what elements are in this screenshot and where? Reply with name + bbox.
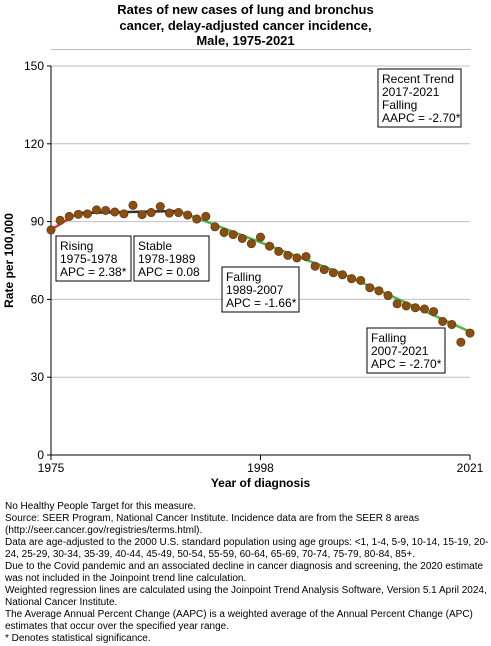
segment-annotation-2-text: Stable bbox=[138, 239, 172, 253]
data-point bbox=[310, 261, 320, 271]
segment-annotation-2-text: APC = 0.08 bbox=[138, 265, 200, 279]
data-point bbox=[365, 283, 375, 293]
data-point bbox=[210, 222, 220, 232]
data-point bbox=[465, 328, 475, 338]
chart-title-line-2: cancer, delay-adjusted cancer incidence, bbox=[119, 17, 372, 33]
chart-plot: 0 30 60 90 120 150 1975 1998 2021 Year of diagnos… bbox=[2, 59, 484, 490]
data-point bbox=[447, 320, 457, 330]
segment-annotation-2-text: 1978-1989 bbox=[138, 252, 196, 266]
data-point bbox=[192, 214, 202, 224]
data-point bbox=[164, 208, 174, 218]
segment-annotation-3-box bbox=[221, 266, 300, 313]
note-line: No Healthy People Target for this measur… bbox=[5, 501, 197, 512]
data-point bbox=[456, 337, 466, 347]
data-point bbox=[101, 205, 111, 215]
data-point bbox=[410, 303, 420, 313]
chart-title-line-1: Rates of new cases of lung and bronchus bbox=[117, 2, 374, 17]
data-point bbox=[419, 304, 429, 314]
data-point bbox=[64, 211, 74, 221]
segment-annotation-4-text: APC = -2.70* bbox=[371, 357, 442, 371]
segment-annotation-1-text: Rising bbox=[60, 239, 93, 253]
data-point bbox=[228, 230, 238, 240]
data-point bbox=[274, 246, 284, 256]
title-divider bbox=[51, 49, 471, 50]
x-axis-title: Year of diagnosis bbox=[211, 476, 311, 490]
data-point bbox=[82, 209, 92, 219]
data-point bbox=[292, 253, 302, 263]
y-tick-label: 90 bbox=[31, 215, 45, 229]
data-point bbox=[392, 299, 402, 309]
segment-annotation-2-box bbox=[133, 235, 210, 282]
recent-trend-annotation-text: 2017-2021 bbox=[382, 85, 440, 99]
segment-annotation-3-text: 1989-2007 bbox=[226, 283, 284, 297]
trend-line-segment-1 bbox=[50, 211, 79, 231]
data-point bbox=[283, 250, 293, 260]
segment-annotation-3-text: APC = -1.66* bbox=[226, 296, 297, 310]
data-point bbox=[174, 208, 184, 218]
chart-title: Rates of new cases of lung and bronchus … bbox=[0, 2, 491, 49]
data-point bbox=[401, 301, 411, 311]
chart-title-line-3: Male, 1975-2021 bbox=[196, 33, 295, 48]
data-point bbox=[347, 274, 357, 284]
data-point bbox=[46, 225, 56, 235]
x-tick-label: 2021 bbox=[457, 461, 484, 475]
note-line: * Denotes statistical significance. bbox=[5, 633, 151, 644]
data-point bbox=[55, 215, 65, 225]
y-axis-title: Rate per 100,000 bbox=[2, 213, 16, 308]
segment-annotation-1-text: 1975-1978 bbox=[60, 252, 118, 266]
segment-annotation-3-text: Falling bbox=[226, 270, 261, 284]
data-point bbox=[374, 286, 384, 296]
data-point bbox=[110, 207, 120, 217]
note-line: Data are age-adjusted to the 2000 U.S. s… bbox=[5, 537, 489, 560]
data-point bbox=[146, 208, 156, 218]
note-line: Due to the Covid pandemic and an associa… bbox=[5, 561, 484, 584]
y-tick-label: 120 bbox=[24, 137, 44, 151]
y-tick-label: 150 bbox=[24, 59, 44, 73]
data-point bbox=[201, 211, 211, 221]
chart-notes: No Healthy People Target for this measur… bbox=[5, 501, 489, 645]
data-point bbox=[328, 268, 338, 278]
data-point bbox=[183, 210, 193, 220]
data-point bbox=[383, 291, 393, 301]
x-tick-label: 1975 bbox=[38, 461, 65, 475]
data-point bbox=[356, 275, 366, 285]
data-point bbox=[73, 209, 83, 219]
data-point bbox=[246, 239, 256, 249]
segment-annotation-1-text: APC = 2.38* bbox=[60, 265, 127, 279]
recent-trend-annotation-text: Falling bbox=[382, 98, 417, 112]
data-point bbox=[429, 307, 439, 317]
segment-annotation-4-box bbox=[366, 327, 446, 374]
data-point bbox=[128, 200, 138, 210]
data-point bbox=[219, 227, 229, 237]
data-point bbox=[119, 209, 129, 219]
y-tick-label: 30 bbox=[31, 370, 45, 384]
y-tick-label: 60 bbox=[31, 292, 45, 306]
recent-trend-annotation-text: Recent Trend bbox=[382, 72, 454, 86]
x-tick-label: 1998 bbox=[247, 461, 274, 475]
data-point bbox=[137, 210, 147, 220]
segment-annotation-4-text: 2007-2021 bbox=[371, 344, 429, 358]
data-point bbox=[265, 241, 275, 251]
data-point bbox=[237, 233, 247, 243]
y-tick-label: 0 bbox=[37, 448, 44, 462]
data-point bbox=[255, 232, 265, 242]
data-point bbox=[92, 205, 102, 215]
recent-trend-annotation-box bbox=[377, 68, 462, 128]
data-point bbox=[319, 265, 329, 275]
data-point bbox=[337, 270, 347, 280]
note-line: The Average Annual Percent Change (AAPC)… bbox=[5, 609, 473, 632]
recent-trend-annotation-text: AAPC = -2.70* bbox=[382, 111, 461, 125]
data-point bbox=[155, 202, 165, 212]
segment-annotation-4-text: Falling bbox=[371, 331, 406, 345]
note-line: Source: SEER Program, National Cancer In… bbox=[5, 513, 420, 536]
segment-annotation-1-box bbox=[55, 235, 132, 282]
data-point bbox=[438, 316, 448, 326]
data-point bbox=[301, 252, 311, 262]
note-line: Weighted regression lines are calculated… bbox=[5, 585, 487, 608]
